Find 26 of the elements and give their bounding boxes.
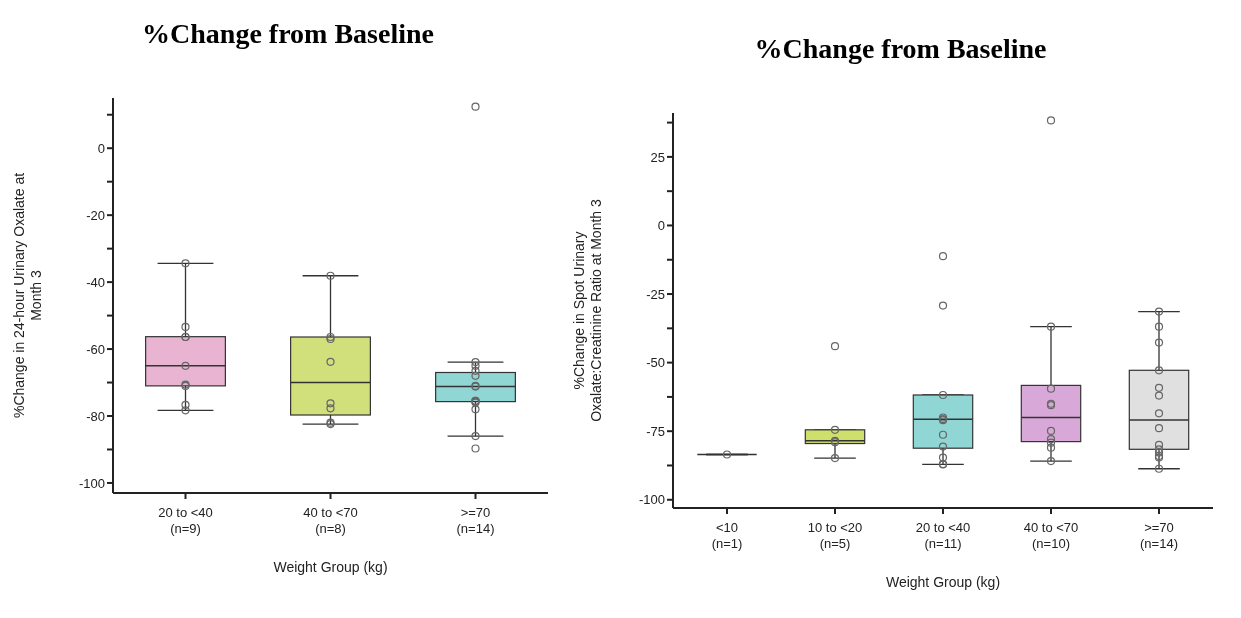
x-tick-label: 10 to <20 (n=5) bbox=[807, 520, 863, 551]
x-tick-label: 40 to <70 (n=10) bbox=[1023, 520, 1079, 551]
y-tick-label: -25 bbox=[646, 286, 665, 302]
x-tick-label: 40 to <70 (n=8) bbox=[303, 505, 358, 536]
x-tick-label: 20 to <40 (n=9) bbox=[158, 505, 213, 536]
y-tick-label: -50 bbox=[646, 355, 665, 371]
y-tick-label: -100 bbox=[78, 475, 105, 491]
y-tick-label: 0 bbox=[97, 140, 105, 156]
y-axis-title: %Change in Spot Urinary Oxalate:Creatinine Ratio at Month 3 bbox=[571, 199, 604, 422]
y-tick-label: -60 bbox=[86, 341, 105, 357]
y-tick-label: -75 bbox=[646, 423, 665, 439]
chart-title: %Change from Baseline bbox=[753, 32, 1048, 66]
x-tick-label: <10 (n=1) bbox=[711, 520, 743, 551]
y-tick-label: -40 bbox=[86, 274, 105, 290]
y-tick-label: 25 bbox=[650, 149, 665, 165]
x-axis-title: Weight Group (kg) bbox=[885, 574, 1001, 590]
y-tick-label: -100 bbox=[638, 492, 665, 508]
x-axis-title: Weight Group (kg) bbox=[273, 559, 388, 575]
y-tick-label: 0 bbox=[657, 218, 665, 234]
y-axis-title: %Change in 24-hour Urinary Oxalate at Month 3 bbox=[11, 172, 44, 419]
x-tick-label: 20 to <40 (n=11) bbox=[915, 520, 971, 551]
x-tick-label: >=70 (n=14) bbox=[456, 505, 495, 536]
chart-title: %Change from Baseline bbox=[141, 17, 435, 51]
y-tick-label: -80 bbox=[86, 408, 105, 424]
y-tick-label: -20 bbox=[86, 207, 105, 223]
x-tick-label: >=70 (n=14) bbox=[1140, 520, 1178, 551]
